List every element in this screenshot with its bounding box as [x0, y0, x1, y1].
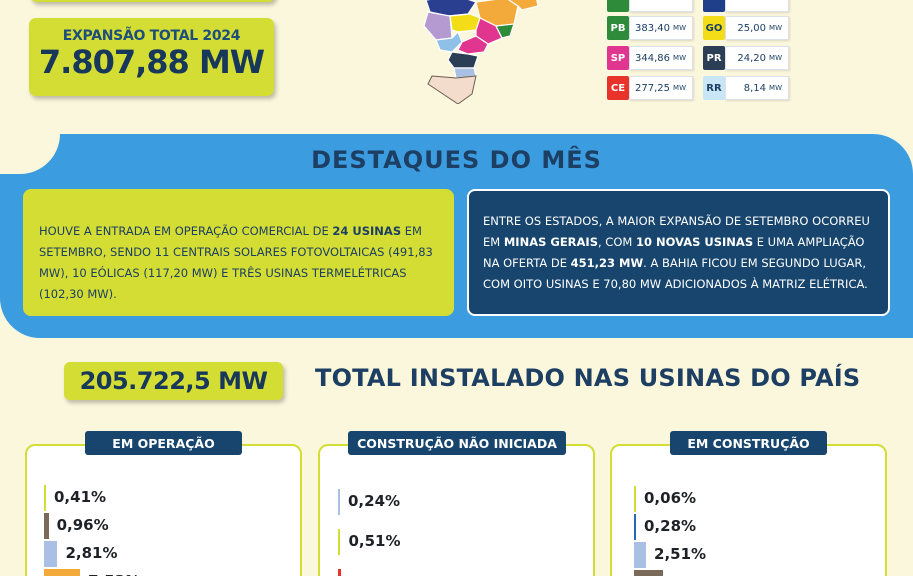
state-value-box: [725, 0, 789, 12]
bar-operacao-3: [44, 569, 81, 576]
panel-title-em-operacao: EM OPERAÇÃO: [85, 431, 242, 455]
state-badge: GO: [703, 16, 725, 40]
bar-label-nao_iniciada-1: 0,51%: [348, 532, 401, 550]
brazil-map: [423, 0, 539, 104]
map-region-sp: [457, 35, 489, 55]
expansion-total-card: EXPANSÃO TOTAL 2024 7.807,88 MW: [29, 18, 274, 96]
state-unit: MW: [769, 84, 782, 92]
bar-nao_iniciada-1: [338, 529, 341, 555]
state-row-top-right: [703, 0, 887, 14]
total-installed-card: 205.722,5 MW: [64, 362, 283, 400]
state-value-box: [629, 0, 693, 12]
expansion-value: 7.807,88 MW: [38, 43, 265, 81]
map-region-go: [449, 13, 481, 33]
state-unit: MW: [769, 24, 782, 32]
state-value-box: 24,20 MW: [725, 46, 789, 70]
bar-label-nao_iniciada-0: 0,24%: [348, 492, 401, 510]
state-badge: PB: [607, 16, 629, 40]
state-badge: [607, 0, 629, 12]
bar-label-operacao-2: 2,81%: [65, 544, 118, 562]
highlight-states-box: ENTRE OS ESTADOS, A MAIOR EXPANSÃO DE SE…: [467, 189, 890, 316]
highlight-bold: 10 NOVAS USINAS: [635, 235, 754, 249]
bar-label-construcao-1: 0,28%: [644, 517, 697, 535]
state-value: 8,14: [743, 82, 767, 94]
state-value: 344,86: [635, 52, 671, 64]
bar-operacao-2: [44, 541, 58, 567]
bar-label-construcao-2: 2,51%: [654, 545, 707, 563]
bar-construcao-2: [634, 542, 647, 568]
highlight-plants-box: HOUVE A ENTRADA EM OPERAÇÃO COMERCIAL DE…: [23, 189, 454, 316]
map-region-rs: [427, 75, 477, 104]
state-unit: MW: [673, 84, 686, 92]
highlight-text: E UMA AMPLIAÇÃO NA OFERTA DE: [483, 235, 865, 270]
bar-construcao-3: [634, 570, 663, 576]
bar-nao_iniciada-2: [338, 569, 341, 576]
previous-summary-card: [30, 0, 275, 2]
bar-construcao-0: [634, 486, 636, 512]
state-value-box: 277,25 MW: [629, 76, 693, 100]
highlight-text: , COM: [598, 235, 636, 249]
bar-label-operacao-0: 0,41%: [54, 488, 107, 506]
state-badge: RR: [703, 76, 725, 100]
state-badge: CE: [607, 76, 629, 100]
highlight-text: . A BAHIA FICOU EM SEGUNDO LUGAR, COM OI…: [483, 256, 868, 291]
panel-em-construcao: [610, 444, 887, 576]
state-row-pr: PR 24,20 MW: [703, 44, 887, 74]
bar-nao_iniciada-0: [338, 489, 340, 515]
bar-label-operacao-3: 7,53%: [88, 572, 140, 576]
highlight-bold: 24 USINAS: [332, 224, 402, 238]
bar-operacao-0: [44, 485, 46, 511]
state-badge: PR: [703, 46, 725, 70]
state-value-box: 383,40 MW: [629, 16, 693, 40]
state-row-ce: CE 277,25 MW: [607, 74, 791, 104]
map-region-ne: [507, 0, 539, 11]
state-value: 25,00: [737, 22, 767, 34]
bar-construcao-1: [634, 514, 636, 540]
state-value: 277,25: [635, 82, 671, 94]
map-region-es: [495, 23, 515, 39]
state-value-box: 8,14 MW: [725, 76, 789, 100]
map-region-pr: [447, 51, 479, 69]
state-value: 24,20: [737, 52, 767, 64]
state-row-pb: PB 383,40 MW: [607, 14, 791, 44]
bar-operacao-1: [44, 513, 49, 539]
panel-construcao-nao-iniciada: [318, 444, 595, 576]
expansion-label: EXPANSÃO TOTAL 2024: [62, 28, 241, 44]
highlight-text: HOUVE A ENTRADA EM OPERAÇÃO COMERCIAL DE: [39, 224, 333, 238]
state-unit: MW: [673, 54, 686, 62]
state-row-go: GO 25,00 MW: [703, 14, 887, 44]
state-list-right: GO 25,00 MW PR 24,20 MW RR 8,14 MW: [703, 0, 887, 104]
state-unit: MW: [769, 54, 782, 62]
panel-em-operacao: [25, 444, 302, 576]
map-region-mt: [423, 11, 453, 41]
state-value-box: 344,86 MW: [629, 46, 693, 70]
bar-label-construcao-0: 0,06%: [644, 489, 697, 507]
state-list-left: PB 383,40 MW SP 344,86 MW CE 277,25 MW: [607, 0, 791, 104]
destaques-title: DESTAQUES DO MÊS: [311, 146, 602, 174]
state-badge: SP: [607, 46, 629, 70]
panel-title-em-construcao: EM CONSTRUÇÃO: [670, 431, 827, 455]
bar-label-operacao-1: 0,96%: [56, 516, 109, 534]
panel-title-nao-iniciada: CONSTRUÇÃO NÃO INICIADA: [348, 431, 566, 455]
state-row-sp: SP 344,86 MW: [607, 44, 791, 74]
highlight-text: ENTRE OS ESTADOS, A MAIOR EXPANSÃO DE SE…: [483, 214, 870, 249]
state-badge: [703, 0, 725, 12]
highlight-text: EM SETEMBRO, SENDO 11 CENTRAIS SOLARES F…: [39, 224, 433, 301]
state-value: 383,40: [635, 22, 671, 34]
state-unit: MW: [673, 24, 686, 32]
highlight-bold: MINAS GERAIS: [503, 235, 598, 249]
state-value-box: 25,00 MW: [725, 16, 789, 40]
state-row-top-left: [607, 0, 791, 14]
total-installed-title: TOTAL INSTALADO NAS USINAS DO PAÍS: [315, 364, 861, 392]
highlight-bold: 451,23 MW: [570, 256, 644, 270]
state-row-rr: RR 8,14 MW: [703, 74, 887, 104]
